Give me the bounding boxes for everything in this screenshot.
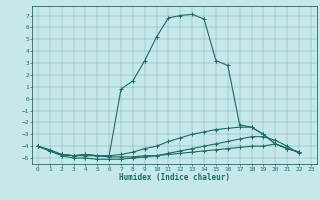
X-axis label: Humidex (Indice chaleur): Humidex (Indice chaleur) <box>119 173 230 182</box>
